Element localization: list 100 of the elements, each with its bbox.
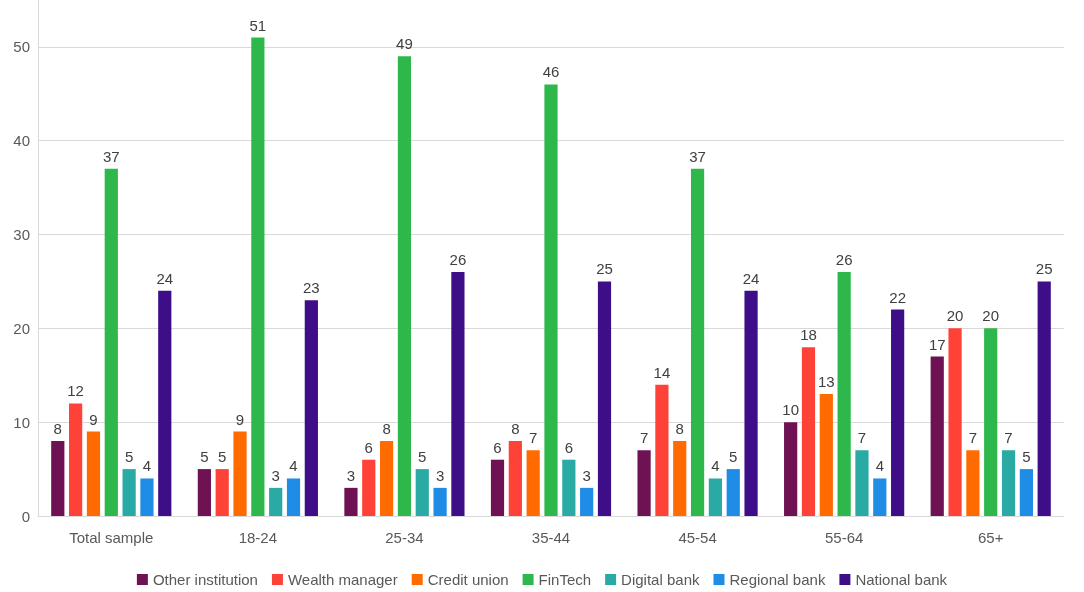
data-label: 5 (1022, 448, 1031, 466)
legend-label: Regional bank (729, 571, 826, 588)
bar (1037, 281, 1051, 516)
data-label: 26 (835, 251, 853, 269)
data-label: 3 (346, 466, 356, 484)
x-tick-label: 35-44 (531, 529, 571, 546)
data-label: 7 (639, 429, 649, 447)
legend-label: FinTech (538, 571, 592, 588)
bar (415, 469, 429, 516)
data-label: 17 (928, 335, 946, 353)
data-label: 6 (493, 438, 502, 456)
bar (286, 478, 301, 516)
bar (197, 469, 211, 516)
y-tick-label: 20 (13, 319, 30, 337)
x-tick-label: 18-24 (238, 529, 278, 546)
bar (269, 487, 283, 516)
bar (233, 431, 247, 516)
bar (966, 450, 980, 516)
bar (86, 431, 101, 516)
x-tick-label: 55-64 (824, 529, 864, 546)
data-label: 10 (782, 401, 799, 419)
legend-label: National bank (855, 571, 948, 588)
data-label: 26 (449, 251, 467, 269)
x-tick-label: 65+ (977, 529, 1004, 546)
bar (304, 300, 318, 516)
data-label: 14 (653, 363, 671, 381)
data-label: 7 (857, 429, 867, 447)
bar (837, 272, 851, 516)
bar (984, 328, 998, 516)
data-label: 13 (817, 373, 835, 391)
data-label: 7 (1004, 429, 1013, 447)
data-label: 51 (249, 16, 267, 34)
x-tick-label: 25-34 (385, 529, 424, 546)
bar (1001, 450, 1016, 516)
data-label: 8 (53, 419, 62, 437)
bar (784, 422, 798, 516)
data-label: 20 (982, 307, 1000, 325)
data-label: 37 (689, 147, 706, 165)
bar (562, 459, 576, 516)
bar (433, 487, 447, 516)
data-label: 25 (1035, 260, 1053, 278)
bar (637, 450, 651, 516)
data-label: 3 (582, 466, 591, 484)
data-label: 4 (289, 457, 298, 475)
y-tick-label: 0 (21, 507, 30, 525)
data-label: 9 (235, 410, 245, 428)
data-label: 24 (742, 269, 760, 287)
data-label: 7 (968, 429, 978, 447)
bar (930, 356, 944, 516)
data-label: 9 (89, 410, 98, 428)
data-label: 49 (396, 35, 413, 53)
y-tick-label: 50 (13, 38, 30, 56)
bar (51, 440, 65, 516)
bar (597, 281, 612, 516)
bar (726, 469, 740, 516)
y-tick-label: 10 (13, 413, 30, 431)
data-label: 46 (542, 63, 560, 81)
x-tick-label: 45-54 (678, 529, 717, 546)
bar (891, 309, 905, 516)
bar (544, 84, 558, 516)
data-label: 12 (67, 382, 84, 400)
bar (344, 487, 358, 516)
bar (122, 469, 136, 516)
bar (744, 290, 758, 516)
bar (251, 37, 265, 516)
data-label: 23 (303, 279, 320, 297)
bar (580, 487, 594, 516)
bar (690, 168, 705, 516)
bar (948, 328, 962, 516)
data-label: 5 (124, 448, 134, 466)
legend-label: Wealth manager (287, 571, 398, 588)
bar (819, 394, 833, 516)
data-label: 8 (511, 419, 520, 437)
data-label: 4 (142, 457, 152, 475)
legend-label: Credit union (427, 571, 509, 588)
bar (490, 459, 505, 516)
data-label: 5 (200, 448, 209, 466)
legend-label: Other institution (152, 571, 258, 588)
data-label: 3 (435, 466, 445, 484)
legend-label: Digital bank (621, 571, 700, 588)
bar (655, 384, 669, 516)
data-label: 5 (729, 448, 738, 466)
bar (158, 290, 172, 516)
data-label: 7 (529, 429, 538, 447)
bar (451, 272, 465, 516)
data-label: 6 (364, 438, 373, 456)
data-label: 22 (889, 288, 906, 306)
bar (362, 459, 376, 516)
bar (140, 478, 154, 516)
bar (801, 347, 816, 516)
data-label: 18 (800, 326, 817, 344)
data-label: 3 (271, 466, 280, 484)
bar (508, 440, 522, 516)
data-label: 8 (382, 419, 391, 437)
data-label: 5 (218, 448, 227, 466)
data-label: 4 (875, 457, 884, 475)
bar (708, 478, 723, 516)
data-label: 5 (418, 448, 427, 466)
bar (526, 450, 540, 516)
bar (1019, 469, 1033, 516)
